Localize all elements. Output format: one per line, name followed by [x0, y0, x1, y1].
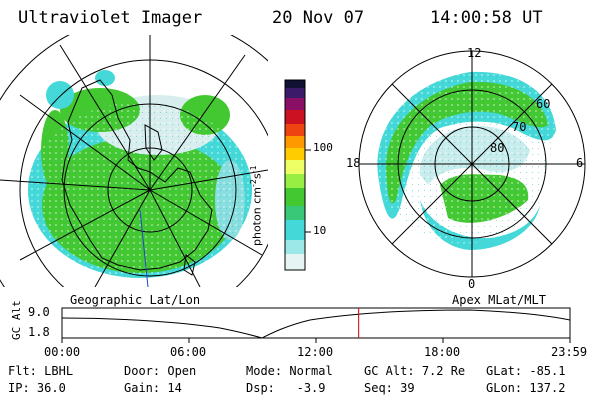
seq-label: Seq:: [364, 381, 393, 395]
left-map-label: Geographic Lat/Lon: [70, 293, 201, 307]
mode-label: Mode:: [246, 364, 283, 378]
status-ip: IP: 36.0: [8, 381, 66, 395]
colorbar-unit-label: photon cm-2s-1: [249, 165, 264, 246]
instrument-title: Ultraviolet Imager: [18, 8, 203, 28]
status-seq: Seq: 39: [364, 381, 415, 395]
seq-value: 39: [400, 381, 415, 395]
status-glat: GLat: -85.1: [486, 364, 565, 378]
lat-label-80: 80: [490, 141, 505, 155]
status-door: Door: Open: [124, 364, 196, 378]
unit-text: photon cm: [250, 187, 264, 246]
date-label: 20 Nov 07: [272, 8, 365, 28]
timeline-ylabel: GC Alt: [10, 300, 23, 340]
gcalt-label: GC Alt:: [364, 364, 415, 378]
geographic-map: [0, 35, 268, 287]
gain-label: Gain:: [124, 381, 161, 395]
altitude-timeline: [61, 307, 571, 343]
status-dsp: Dsp: -3.9: [246, 381, 326, 395]
status-gain: Gain: 14: [124, 381, 182, 395]
colorbar-tick-10: 10: [313, 224, 327, 237]
ip-value: 36.0: [36, 381, 66, 395]
timeline-ymax: 9.0: [28, 305, 50, 319]
mlt-label-0: 0: [468, 277, 476, 291]
timeline-tick-2: 12:00: [297, 345, 334, 359]
coastline: [61, 79, 213, 276]
time-label: 14:00:58 UT: [430, 8, 543, 28]
glon-label: GLon:: [486, 381, 523, 395]
timeline-tick-1: 06:00: [170, 345, 207, 359]
dsp-value: -3.9: [296, 381, 326, 395]
mlt-label-12: 12: [467, 46, 482, 60]
door-value: Open: [167, 364, 197, 378]
door-label: Door:: [124, 364, 161, 378]
right-map-label: Apex MLat/MLT: [452, 293, 546, 307]
lat-label-60: 60: [536, 97, 551, 111]
mlt-label-6: 6: [576, 156, 584, 170]
gain-value: 14: [167, 381, 182, 395]
lat-label-70: 70: [512, 120, 527, 134]
unit-sup1: -2: [249, 179, 258, 188]
mlt-label-18: 18: [346, 156, 361, 170]
timeline-ymin: 1.8: [28, 325, 50, 339]
flt-label: Flt:: [8, 364, 37, 378]
status-mode: Mode: Normal: [246, 364, 333, 378]
timeline-tick-3: 18:00: [424, 345, 461, 359]
magnetic-map: [358, 50, 586, 278]
left-grid: [0, 35, 268, 287]
timeline-tick-4: 23:59: [551, 345, 588, 359]
glon-value: 137.2: [529, 381, 566, 395]
status-gcalt: GC Alt: 7.2 Re: [364, 364, 465, 378]
status-flt: Flt: LBHL: [8, 364, 73, 378]
glat-value: -85.1: [529, 364, 566, 378]
mode-value: Normal: [289, 364, 333, 378]
left-aurora-image: [28, 70, 252, 278]
unit-sup2: -1: [249, 165, 258, 174]
dsp-label: Dsp:: [246, 381, 275, 395]
flt-value: LBHL: [44, 364, 74, 378]
dateline-marker: [139, 209, 149, 287]
unit-s: s: [250, 173, 264, 180]
colorbar-tick-100: 100: [313, 141, 333, 154]
right-aurora-image: [377, 71, 556, 250]
gcalt-value: 7.2 Re: [421, 364, 466, 378]
timeline-tick-0: 00:00: [44, 345, 81, 359]
ip-label: IP:: [8, 381, 30, 395]
glat-label: GLat:: [486, 364, 523, 378]
altitude-curve: [61, 309, 571, 339]
status-glon: GLon: 137.2: [486, 381, 565, 395]
colorbar: [284, 79, 311, 271]
